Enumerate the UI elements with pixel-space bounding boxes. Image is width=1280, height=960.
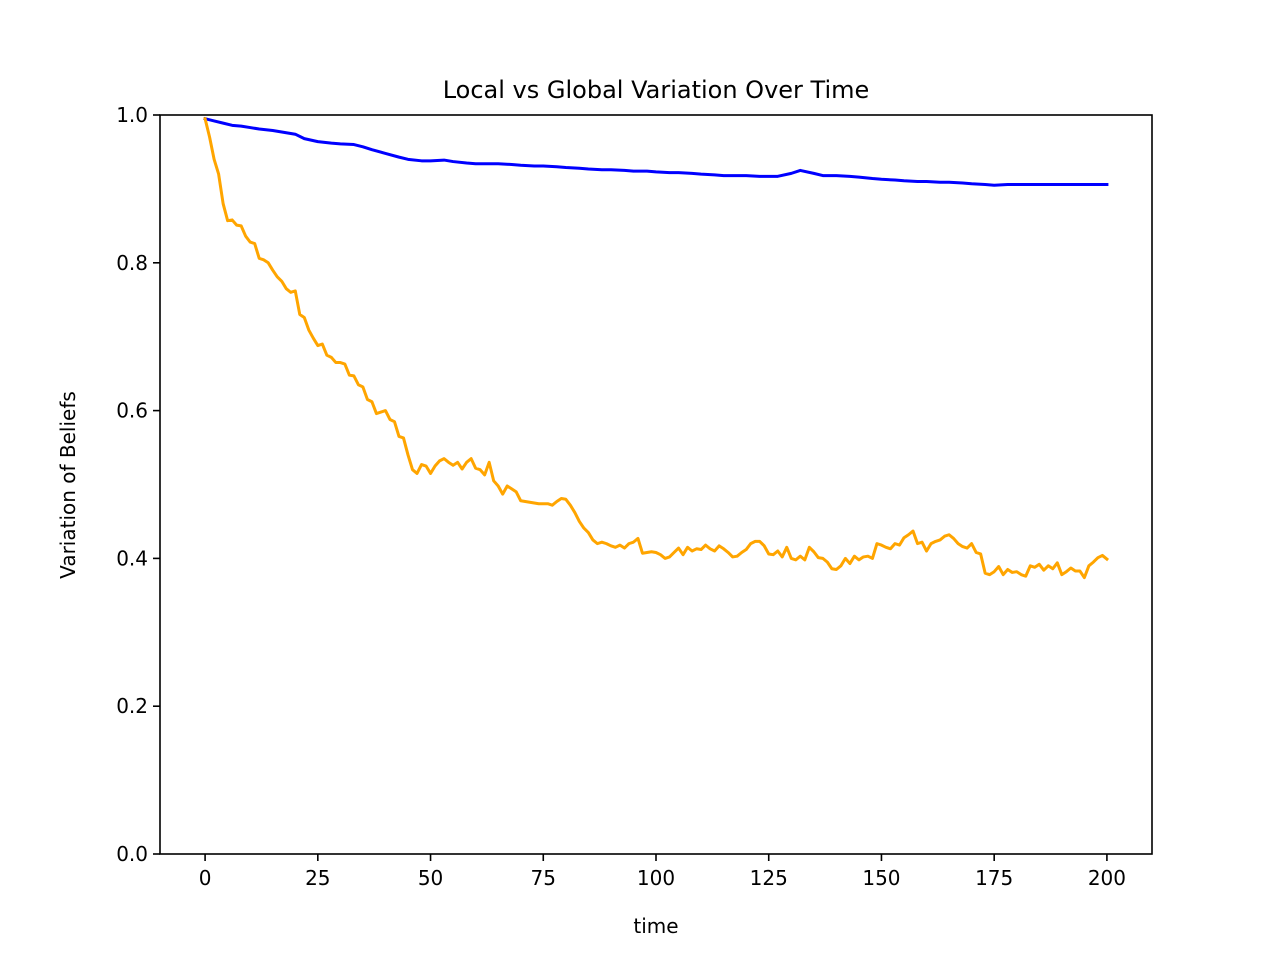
x-tick-label: 200 <box>1088 866 1126 890</box>
y-tick-label: 0.2 <box>116 694 148 718</box>
y-tick-label: 0.8 <box>116 251 148 275</box>
series-line-2 <box>203 116 1110 580</box>
y-tick-label: 0.4 <box>116 546 148 570</box>
x-axis-label: time <box>633 914 678 938</box>
plot-area: 0 25 50 75 100 125 150 175 200 0.0 0.2 0.4 0.6 0.8 1.0 <box>116 103 1153 890</box>
x-tick-label: 150 <box>862 866 900 890</box>
x-tick-label: 100 <box>637 866 675 890</box>
x-tick-label: 175 <box>975 866 1013 890</box>
y-tick-label: 1.0 <box>116 103 148 127</box>
y-axis-label: Variation of Beliefs <box>56 391 80 579</box>
x-tick-label: 25 <box>305 866 330 890</box>
y-tick-label: 0.0 <box>116 842 148 866</box>
x-tick-label: 125 <box>750 866 788 890</box>
y-tick-label: 0.6 <box>116 399 148 423</box>
axes-frame <box>159 114 1153 855</box>
x-tick-label: 75 <box>531 866 556 890</box>
x-tick-label: 0 <box>199 866 212 890</box>
chart-title: Local vs Global Variation Over Time <box>443 76 870 104</box>
x-tick-label: 50 <box>418 866 443 890</box>
series-line-1 <box>203 116 1109 187</box>
